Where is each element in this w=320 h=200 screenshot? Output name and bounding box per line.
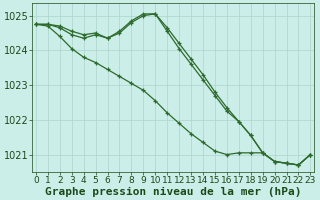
X-axis label: Graphe pression niveau de la mer (hPa): Graphe pression niveau de la mer (hPa) <box>45 186 301 197</box>
